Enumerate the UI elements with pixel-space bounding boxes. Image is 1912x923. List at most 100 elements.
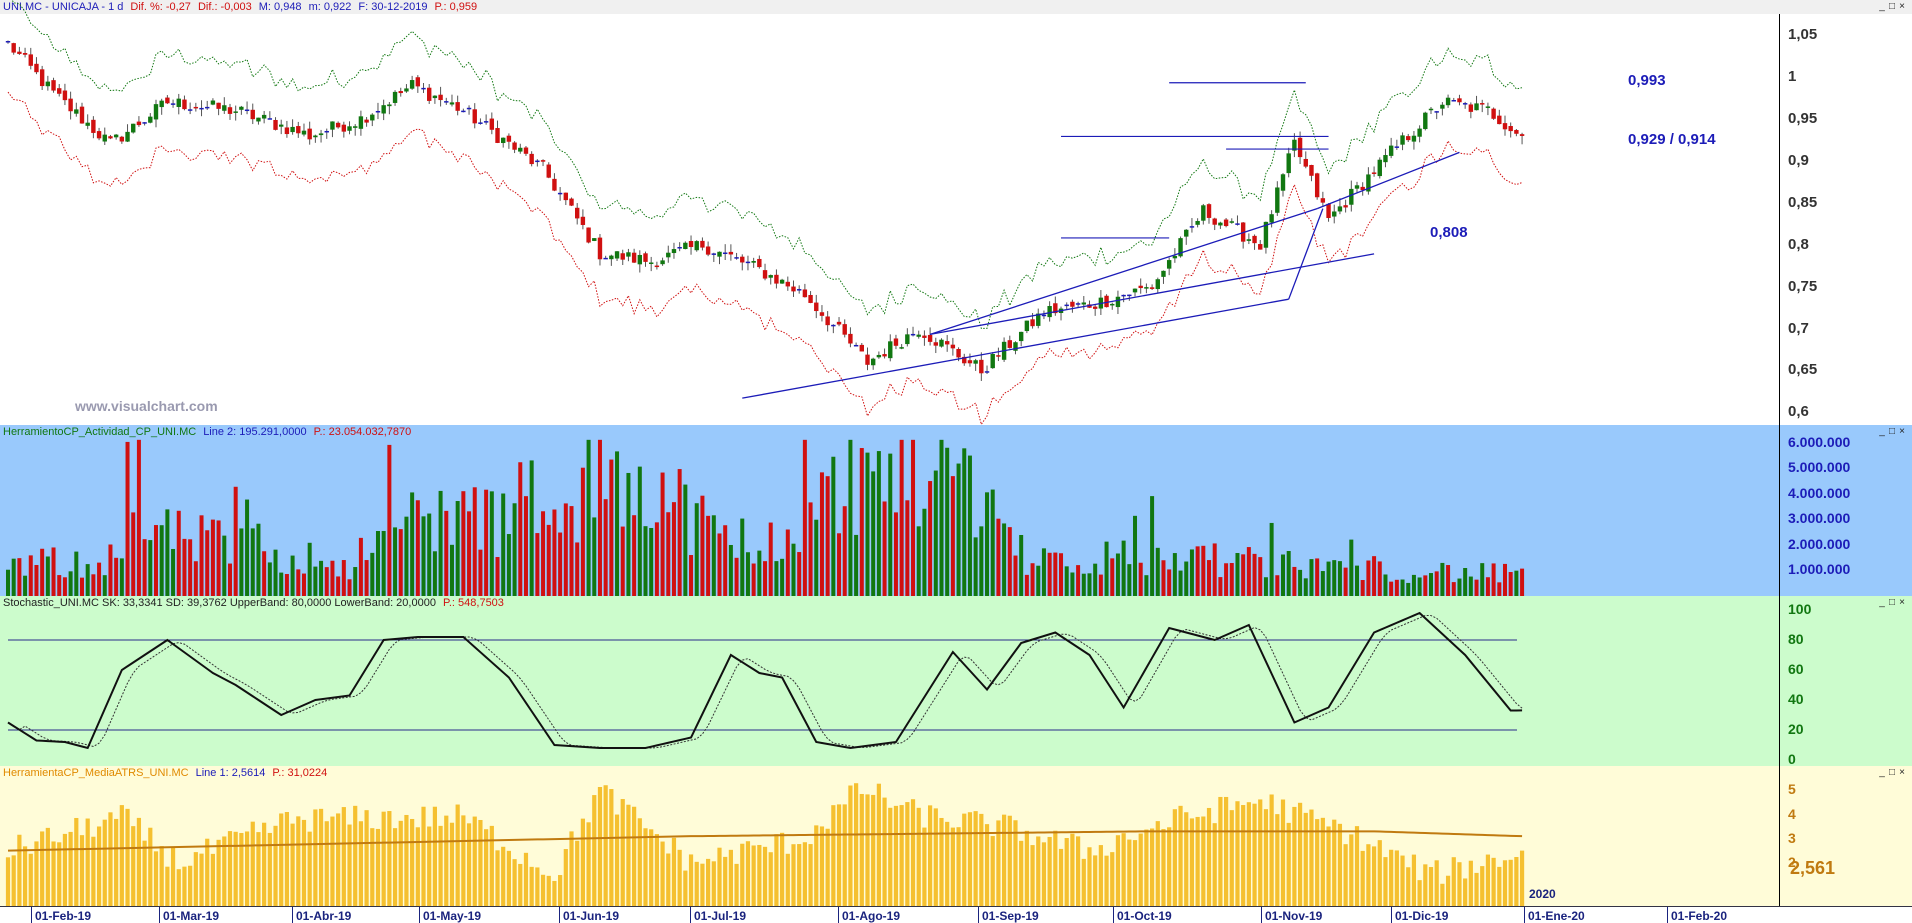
activity-panel[interactable]: HerramientoCP_Actividad_CP_UNI.MC Line 2:… (0, 425, 1912, 596)
atr-bar (1371, 846, 1377, 906)
atr-bar (1400, 855, 1405, 906)
activity-bar (114, 557, 119, 596)
activity-bar (1212, 543, 1217, 596)
atr-bar (1389, 849, 1394, 906)
atr-bar (1041, 842, 1047, 906)
activity-bar (1059, 553, 1064, 596)
close-icon[interactable]: × (1899, 597, 1907, 608)
activity-bar (945, 447, 950, 596)
atr-bar (244, 831, 250, 906)
activity-bar (330, 560, 335, 596)
candle (1508, 126, 1513, 132)
atr-bar (392, 828, 398, 906)
activity-bar (916, 526, 921, 596)
atr-bar (11, 855, 16, 906)
activity-bar (1218, 577, 1223, 596)
x-tick-label: 01-Mar-19 (163, 909, 220, 923)
sd-line (7, 614, 1523, 749)
candle (432, 95, 438, 99)
candle (1166, 260, 1172, 269)
atr-chart[interactable] (0, 766, 1912, 906)
atr-bar (632, 806, 637, 906)
atr-bar (1058, 848, 1064, 906)
close-icon[interactable]: × (1899, 426, 1907, 437)
atr-bar (176, 869, 181, 906)
x-tick-label: 01-Jul-19 (694, 909, 747, 923)
atr-bar (694, 861, 699, 906)
activity-bar (751, 563, 756, 596)
atr-bar (347, 824, 352, 906)
activity-bar (296, 569, 301, 596)
close-icon[interactable]: × (1899, 767, 1907, 778)
panel-window-controls[interactable]: _ □ × (1878, 1, 1908, 12)
activity-bar (666, 512, 671, 596)
atr-bar (1377, 840, 1382, 906)
y-tick-label: 0,85 (1788, 193, 1818, 211)
panel-window-controls[interactable]: _ □ × (1878, 426, 1908, 437)
atr-bar (131, 826, 136, 906)
activity-bar (381, 530, 386, 596)
minimize-icon[interactable]: _ (1879, 1, 1887, 12)
atr-bar (449, 822, 455, 906)
atr-bar (455, 804, 460, 906)
candle (256, 117, 261, 122)
candle (1144, 287, 1149, 289)
minimize-icon[interactable]: _ (1879, 767, 1887, 778)
candle (1292, 139, 1297, 151)
candle (648, 262, 654, 264)
activity-bar (449, 544, 454, 596)
maximize-icon[interactable]: □ (1888, 597, 1898, 608)
minimize-icon[interactable]: _ (1879, 426, 1887, 437)
maximize-icon[interactable]: □ (1888, 426, 1898, 437)
atr-bar (1280, 799, 1286, 906)
maximize-icon[interactable]: □ (1888, 767, 1898, 778)
candle (244, 109, 250, 112)
activity-chart[interactable] (0, 425, 1912, 596)
candle (1246, 239, 1252, 241)
activity-bar (467, 511, 472, 596)
candle (296, 126, 301, 134)
x-tick-label: 01-Jun-19 (563, 909, 620, 923)
activity-bar (1144, 575, 1149, 596)
atr-bar (1121, 833, 1126, 906)
y-tick-label: 0,9 (1788, 151, 1809, 169)
activity-bar (1275, 575, 1280, 596)
candle (1189, 226, 1195, 228)
panel-window-controls[interactable]: _ □ × (1878, 597, 1908, 608)
y-tick-label: 0,65 (1788, 361, 1818, 379)
candle (1491, 108, 1496, 119)
x-tick-label: 01-Feb-20 (1671, 909, 1728, 923)
candle (802, 289, 808, 298)
atr-bar (57, 842, 62, 906)
atr-bar (262, 822, 267, 906)
candle (74, 109, 79, 114)
y-tick-label: 1 (1788, 67, 1797, 85)
x-tick-label: 01-May-19 (423, 909, 482, 923)
candle (751, 260, 756, 263)
atr-bar (609, 789, 614, 906)
atr-bar (1502, 860, 1508, 906)
price-panel[interactable]: UNI.MC - UNICAJA - 1 d Dif. %: -0,27 Dif.:… (0, 0, 1912, 425)
activity-bar (233, 486, 238, 596)
activity-bar (671, 502, 676, 596)
stochastic-chart[interactable] (0, 596, 1912, 766)
maximize-icon[interactable]: □ (1888, 1, 1898, 12)
stochastic-panel[interactable]: Stochastic_UNI.MC SK: 33,3341 SD: 39,376… (0, 596, 1912, 766)
candle (284, 127, 290, 135)
minimize-icon[interactable]: _ (1879, 597, 1887, 608)
activity-bar (1229, 563, 1234, 596)
activity-bar (831, 456, 836, 596)
atr-panel[interactable]: HerramientaCP_MediaATRS_UNI.MC Line 1: 2,… (0, 766, 1912, 906)
atr-bar (301, 819, 307, 906)
atr-bar (854, 783, 859, 906)
panel-window-controls[interactable]: _ □ × (1878, 767, 1908, 778)
candle (796, 289, 802, 291)
candle (125, 131, 130, 142)
candle (1337, 206, 1343, 212)
close-icon[interactable]: × (1899, 1, 1907, 12)
candle (466, 107, 472, 110)
price-chart[interactable] (0, 0, 1912, 425)
atr-bar (353, 805, 358, 906)
candle (358, 116, 364, 129)
atr-bar (506, 850, 511, 906)
